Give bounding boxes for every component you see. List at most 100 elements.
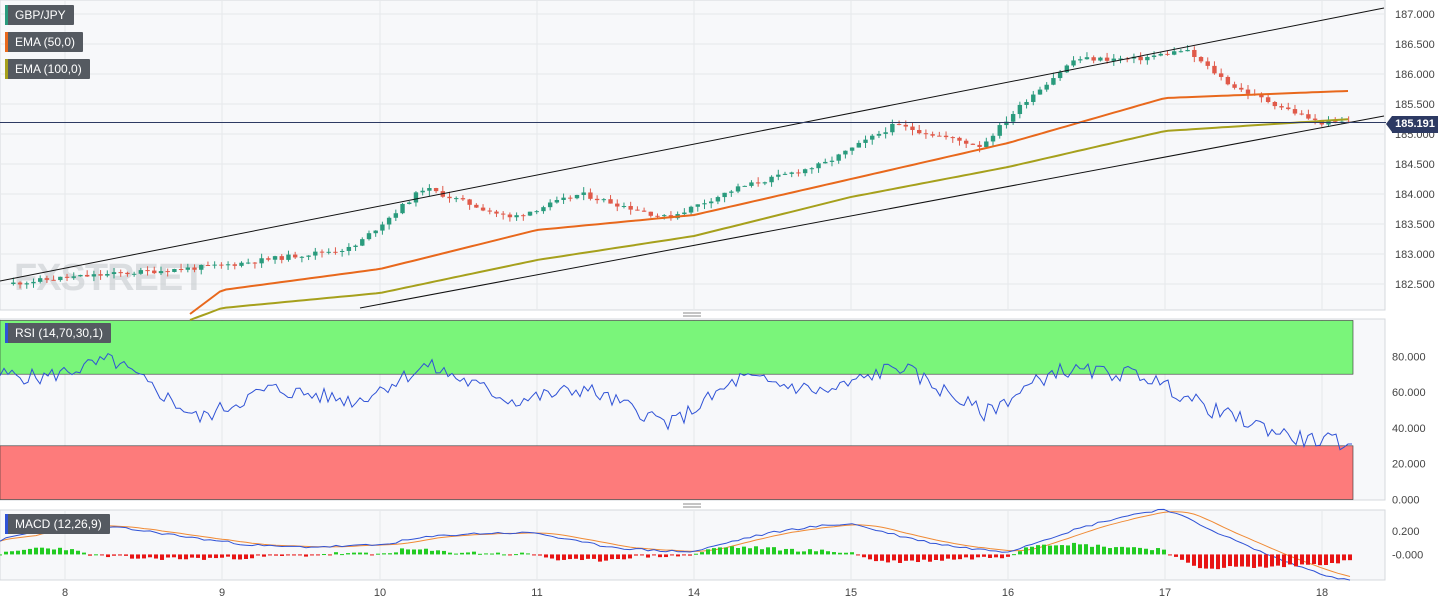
macd-histogram-bar bbox=[1288, 554, 1292, 565]
macd-histogram-bar bbox=[688, 554, 692, 556]
macd-histogram-bar bbox=[190, 554, 194, 558]
macd-histogram-bar bbox=[1210, 554, 1214, 569]
macd-histogram-bar bbox=[664, 554, 668, 558]
candle-body bbox=[890, 123, 895, 133]
macd-histogram-bar bbox=[1072, 542, 1076, 555]
macd-histogram-bar bbox=[0, 554, 2, 556]
candle-body bbox=[849, 147, 855, 151]
candle-body bbox=[1225, 76, 1231, 85]
macd-histogram-bar bbox=[1300, 554, 1304, 565]
candle-body bbox=[1333, 120, 1338, 122]
candle-body bbox=[1104, 57, 1110, 61]
macd-histogram-bar bbox=[4, 551, 8, 555]
legend-macd[interactable]: MACD (12,26,9) bbox=[5, 514, 110, 534]
candle-body bbox=[1044, 84, 1049, 90]
candle-body bbox=[903, 124, 908, 127]
macd-histogram-bar bbox=[1306, 554, 1310, 565]
macd-histogram-bar bbox=[1180, 554, 1184, 560]
legend-symbol[interactable]: GBP/JPY bbox=[5, 5, 74, 25]
candle-body bbox=[1078, 59, 1083, 61]
macd-histogram-bar bbox=[454, 553, 458, 555]
candle-body bbox=[581, 192, 586, 195]
macd-histogram-bar bbox=[1246, 554, 1250, 567]
macd-histogram-bar bbox=[568, 554, 572, 560]
macd-histogram-bar bbox=[814, 551, 818, 555]
macd-histogram-bar bbox=[1252, 554, 1256, 568]
candle-body bbox=[507, 214, 513, 218]
x-tick-label: 15 bbox=[845, 587, 857, 599]
macd-histogram-bar bbox=[634, 554, 638, 556]
macd-histogram-bar bbox=[592, 554, 596, 559]
candle-body bbox=[1171, 51, 1177, 55]
candle-body bbox=[1259, 93, 1264, 98]
price-tick-label: 184.000 bbox=[1395, 189, 1435, 201]
macd-histogram-bar bbox=[202, 554, 206, 560]
candle-body bbox=[1057, 72, 1063, 79]
legend-ema100[interactable]: EMA (100,0) bbox=[5, 59, 90, 79]
candle-body bbox=[225, 264, 231, 266]
macd-histogram-bar bbox=[112, 554, 116, 556]
macd-histogram-bar bbox=[862, 554, 866, 558]
macd-histogram-bar bbox=[400, 548, 404, 555]
macd-histogram-bar bbox=[958, 554, 962, 560]
candle-body bbox=[1306, 114, 1311, 119]
price-tick-label: 186.000 bbox=[1395, 69, 1435, 81]
macd-histogram-bar bbox=[328, 554, 332, 556]
candle-body bbox=[152, 270, 157, 274]
price-tick-label: 187.000 bbox=[1395, 9, 1435, 21]
candle-body bbox=[1279, 106, 1284, 108]
macd-histogram-bar bbox=[322, 554, 326, 556]
candle-body bbox=[413, 192, 419, 203]
candle-body bbox=[937, 135, 942, 137]
macd-histogram-bar bbox=[244, 554, 248, 560]
macd-panel-resize-handle[interactable] bbox=[683, 503, 701, 508]
macd-histogram-bar bbox=[964, 554, 968, 558]
macd-histogram-bar bbox=[424, 548, 428, 555]
candle-body bbox=[1004, 121, 1009, 126]
macd-histogram-bar bbox=[1126, 547, 1130, 555]
macd-histogram-bar bbox=[760, 549, 764, 555]
x-tick-label: 9 bbox=[219, 587, 225, 599]
candle-body bbox=[393, 213, 399, 218]
macd-histogram-bar bbox=[46, 548, 50, 555]
candle-body bbox=[467, 199, 472, 205]
macd-histogram-bar bbox=[772, 547, 776, 555]
candle-body bbox=[554, 200, 560, 203]
candle-body bbox=[943, 135, 949, 138]
macd-histogram-bar bbox=[1018, 551, 1022, 555]
candle-body bbox=[105, 274, 110, 276]
macd-histogram-bar bbox=[472, 551, 476, 555]
candle-body bbox=[984, 141, 989, 147]
candle-body bbox=[655, 215, 660, 217]
macd-histogram-bar bbox=[1042, 544, 1046, 555]
legend-symbol-text: GBP/JPY bbox=[15, 8, 66, 22]
watermark: FXSTREET bbox=[14, 257, 205, 299]
macd-histogram-bar bbox=[370, 554, 374, 556]
price-tick-label: 184.500 bbox=[1395, 159, 1435, 171]
macd-histogram-bar bbox=[478, 553, 482, 555]
candle-body bbox=[494, 211, 499, 214]
candle-body bbox=[306, 255, 311, 257]
candle-body bbox=[970, 143, 976, 145]
macd-histogram-bar bbox=[124, 554, 128, 556]
macd-histogram-bar bbox=[526, 553, 530, 555]
candle-body bbox=[574, 194, 580, 199]
candle-body bbox=[313, 251, 318, 256]
macd-histogram-bar bbox=[556, 554, 560, 561]
candle-body bbox=[31, 281, 36, 284]
rsi-panel-resize-handle[interactable] bbox=[683, 312, 701, 317]
macd-histogram-bar bbox=[82, 552, 86, 555]
candle-body bbox=[843, 150, 848, 155]
candle-body bbox=[272, 256, 278, 260]
candle-body bbox=[1232, 84, 1237, 88]
legend-ema50[interactable]: EMA (50,0) bbox=[5, 32, 84, 52]
macd-histogram-bar bbox=[1006, 554, 1010, 557]
macd-histogram-bar bbox=[1054, 545, 1058, 555]
macd-histogram-bar bbox=[106, 554, 110, 558]
macd-histogram-bar bbox=[574, 554, 578, 559]
candle-body bbox=[997, 125, 1002, 136]
legend-rsi[interactable]: RSI (14,70,30,1) bbox=[5, 323, 112, 343]
candle-body bbox=[742, 185, 747, 187]
macd-histogram-bar bbox=[1174, 554, 1178, 557]
